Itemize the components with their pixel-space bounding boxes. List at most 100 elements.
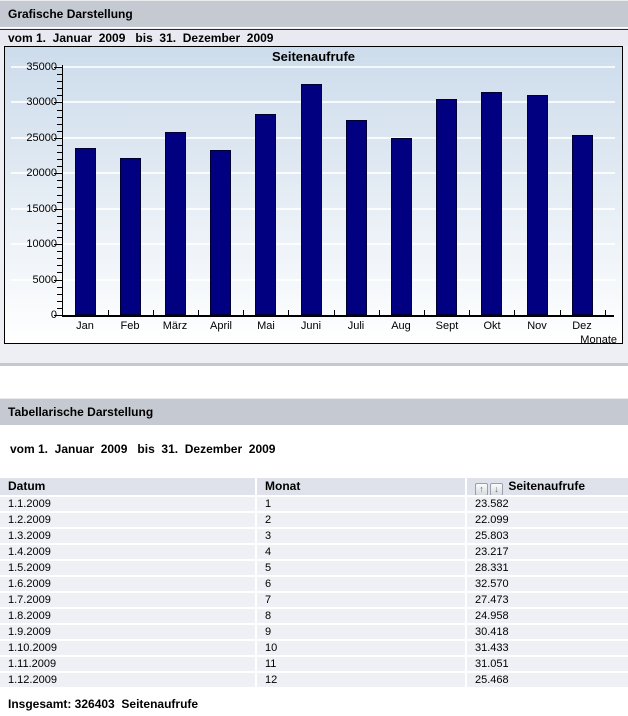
data-table: Datum Monat ↑ ↓ Seitenaufrufe 1.1.2009 1 23… [0,478,628,689]
bar-jan [75,148,96,315]
cell-datum: 1.10.2009 [8,642,57,654]
y-axis-tick-label: 25000 [26,131,57,144]
y-minor-tick [57,215,62,217]
cell-seitenaufrufe: 23.217 [465,545,628,559]
x-boundary-tick [469,310,470,315]
cell-datum: 1.6.2009 [8,578,51,590]
x-axis-label: Aug [391,320,411,332]
cell-datum: 1.4.2009 [8,546,51,558]
y-major-tick [54,244,62,246]
y-minor-tick [57,237,62,239]
y-minor-tick [57,109,62,111]
x-boundary-tick [560,310,561,315]
bar-nov [527,95,548,315]
cell-seitenaufrufe: 32.570 [465,577,628,591]
y-major-tick [54,208,62,210]
cell-monat: 9 [255,625,465,639]
cell-monat: 5 [255,561,465,575]
y-axis-tick-label: 35000 [26,61,57,73]
x-axis-label: Jan [76,320,94,332]
cell-datum: 1.3.2009 [8,530,51,542]
y-minor-tick [57,272,62,274]
cell-datum: 1.1.2009 [8,498,51,510]
panel-title-grafische: Grafische Darstellung [0,0,628,27]
table-row: 1.5.2009 5 28.331 [0,561,628,577]
x-boundary-tick [424,310,425,315]
sort-descending-icon[interactable]: ↓ [490,483,503,495]
bar-mai [255,114,276,315]
y-major-tick [54,137,62,139]
y-minor-tick [57,95,62,97]
sort-ascending-icon[interactable]: ↑ [475,483,488,495]
cell-datum: 1.12.2009 [8,674,57,686]
x-axis-label: Juli [347,320,365,332]
bar-dez [572,135,593,315]
cell-monat: 12 [255,673,465,687]
x-axis-label: März [162,320,188,332]
bar-feb [120,158,141,315]
x-axis-label: Okt [483,320,501,332]
panel-title-grafische-label: Grafische Darstellung [8,7,133,21]
table-row: 1.4.2009 4 23.217 [0,545,628,561]
table-row: 1.6.2009 6 32.570 [0,577,628,593]
cell-monat: 7 [255,593,465,607]
y-major-tick [54,173,62,175]
cell-seitenaufrufe: 30.418 [465,625,628,639]
y-minor-tick [57,130,62,132]
table-row: 1.8.2009 8 24.958 [0,609,628,625]
cell-seitenaufrufe: 22.099 [465,513,628,527]
cell-seitenaufrufe: 25.803 [465,529,628,543]
y-major-tick [54,279,62,281]
bar-chart: Seitenaufrufe 0 5000 10000 15000 20000 25000 3… [4,46,623,346]
table-row: 1.1.2009 1 23.582 [0,497,628,513]
x-boundary-tick [605,310,606,315]
y-minor-tick [57,88,62,90]
cell-monat: 1 [255,497,465,511]
cell-monat: 11 [255,657,465,671]
cell-monat: 2 [255,513,465,527]
x-boundary-tick [334,310,335,315]
y-axis-tick-label: 0 [7,309,57,321]
cell-monat: 3 [255,529,465,543]
x-boundary-tick [288,310,289,315]
cell-datum: 1.2.2009 [8,514,51,526]
y-minor-tick [57,293,62,295]
table-row: 1.3.2009 3 25.803 [0,529,628,545]
y-minor-tick [57,159,62,161]
table-row: 1.10.2009 10 31.433 [0,641,628,657]
table-header-row: Datum Monat ↑ ↓ Seitenaufrufe [0,478,628,497]
cell-datum: 1.9.2009 [8,626,51,638]
y-minor-tick [57,180,62,182]
cell-monat: 10 [255,641,465,655]
y-minor-tick [57,265,62,267]
y-minor-tick [57,222,62,224]
cell-seitenaufrufe: 25.468 [465,673,628,687]
y-axis-tick-label: 5000 [32,273,57,286]
y-minor-tick [57,152,62,154]
cell-datum: 1.7.2009 [8,594,51,606]
x-boundary-tick [243,310,244,315]
y-minor-tick [57,201,62,203]
y-axis-tick-label: 30000 [26,96,57,109]
y-minor-tick [57,81,62,83]
cell-seitenaufrufe: 31.051 [465,657,628,671]
cell-seitenaufrufe: 28.331 [465,561,628,575]
table-row: 1.7.2009 7 27.473 [0,593,628,609]
y-minor-tick [57,116,62,118]
bar-aug [391,138,412,315]
column-header-seitenaufrufe-label: Seitenaufrufe [508,479,586,493]
y-minor-tick [57,229,62,231]
x-boundary-tick [108,310,109,315]
cell-datum: 1.5.2009 [8,562,51,574]
total-summary: Insgesamt: 326403 Seitenaufrufe [8,697,199,711]
column-header-datum: Datum [8,479,46,493]
y-major-tick [54,102,62,104]
y-axis-tick-label: 10000 [26,238,57,251]
y-minor-tick [57,286,62,288]
table-row: 1.12.2009 12 25.468 [0,673,628,689]
bar-april [210,150,231,315]
bar-sept [436,99,457,315]
y-minor-tick [57,166,62,168]
x-boundary-tick [379,310,380,315]
x-axis-label: April [209,320,232,332]
